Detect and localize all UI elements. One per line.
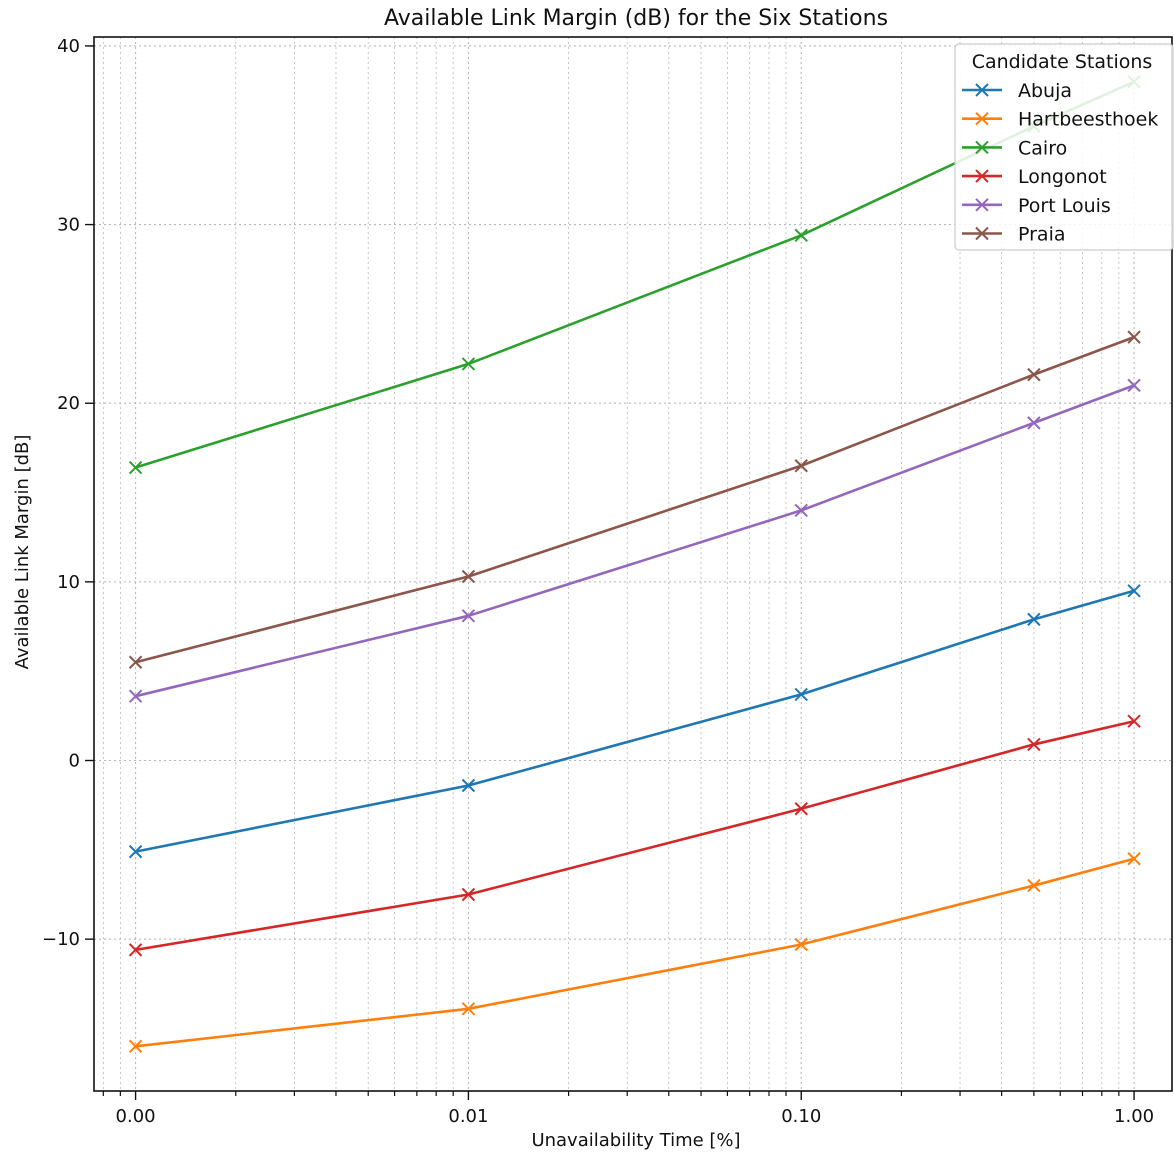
data-point-port-louis bbox=[1027, 416, 1041, 430]
series-line-praia bbox=[135, 335, 1135, 664]
legend-label-praia: Praia bbox=[1018, 224, 1066, 246]
x-tick-label: 0.10 bbox=[781, 1106, 821, 1127]
x-tick-label: 0.00 bbox=[116, 1106, 156, 1127]
legend-marker-cairo bbox=[975, 140, 989, 155]
y-tick-label: 20 bbox=[57, 393, 80, 414]
data-point-abuja bbox=[794, 687, 808, 702]
data-point-port-louis bbox=[794, 503, 808, 518]
data-point-longonot bbox=[1127, 714, 1141, 728]
plot-frame bbox=[93, 36, 1173, 1092]
data-point-hartbeesthoek bbox=[128, 1039, 143, 1054]
data-point-hartbeesthoek bbox=[1127, 852, 1141, 866]
data-point-longonot bbox=[128, 943, 143, 957]
chart-title: Available Link Margin (dB) for the Six S… bbox=[384, 6, 888, 31]
data-point-hartbeesthoek bbox=[1027, 878, 1041, 893]
legend-label-abuja: Abuja bbox=[1018, 80, 1072, 102]
legend-marker-port-louis bbox=[975, 198, 989, 212]
legend-label-port-louis: Port Louis bbox=[1018, 195, 1111, 217]
legend-marker-praia bbox=[975, 226, 989, 241]
data-point-praia bbox=[1027, 367, 1041, 382]
data-point-praia bbox=[1127, 330, 1141, 344]
y-tick-label: 10 bbox=[57, 572, 80, 593]
legend: Candidate Stations Abuja Hartbeesthoek Cai… bbox=[954, 43, 1174, 251]
legend-items: Abuja Hartbeesthoek Cairo Longonot Port Loui… bbox=[962, 80, 1158, 246]
legend-marker-longonot bbox=[975, 169, 989, 183]
data-point-longonot bbox=[461, 887, 476, 902]
x-axis-label: Unavailability Time [%] bbox=[531, 1130, 740, 1151]
y-axis-label: Available Link Margin [dB] bbox=[12, 435, 33, 670]
tick-group: 0.00 0.01 0.10 1.00 −10 0 10 20 30 40 bbox=[42, 36, 1154, 1127]
data-point-abuja bbox=[1027, 612, 1041, 627]
data-point-port-louis bbox=[1127, 378, 1141, 393]
legend-title: Candidate Stations bbox=[972, 51, 1153, 73]
series-line-hartbeesthoek bbox=[135, 857, 1135, 1048]
data-point-praia bbox=[794, 459, 808, 473]
legend-box bbox=[954, 43, 1174, 251]
y-tick-label: 0 bbox=[69, 751, 80, 772]
legend-label-longonot: Longonot bbox=[1018, 166, 1107, 188]
data-point-cairo bbox=[128, 460, 143, 475]
data-point-cairo bbox=[794, 228, 808, 243]
series-line-port-louis bbox=[135, 384, 1135, 698]
legend-label-hartbeesthoek: Hartbeesthoek bbox=[1018, 109, 1158, 131]
data-point-longonot bbox=[794, 802, 808, 816]
data-point-abuja bbox=[461, 778, 476, 793]
y-tick-label: −10 bbox=[42, 929, 80, 950]
data-point-abuja bbox=[1127, 584, 1141, 598]
legend-marker-hartbeesthoek bbox=[975, 111, 989, 126]
series-line-abuja bbox=[135, 589, 1135, 853]
data-point-longonot bbox=[1027, 737, 1041, 752]
x-tick-label: 1.00 bbox=[1114, 1106, 1154, 1127]
data-point-hartbeesthoek bbox=[794, 937, 808, 952]
x-tick-label: 0.01 bbox=[448, 1106, 488, 1127]
series-line-longonot bbox=[135, 719, 1135, 952]
y-tick-label: 40 bbox=[57, 36, 80, 57]
legend-label-cairo: Cairo bbox=[1018, 137, 1067, 159]
legend-marker-abuja bbox=[975, 83, 989, 97]
data-point-cairo bbox=[461, 357, 476, 371]
data-point-praia bbox=[128, 655, 143, 669]
data-point-port-louis bbox=[461, 609, 476, 623]
y-tick-label: 30 bbox=[57, 215, 80, 236]
data-point-hartbeesthoek bbox=[461, 1002, 476, 1016]
data-point-abuja bbox=[128, 844, 143, 859]
data-point-praia bbox=[461, 569, 476, 584]
data-point-port-louis bbox=[128, 689, 143, 703]
